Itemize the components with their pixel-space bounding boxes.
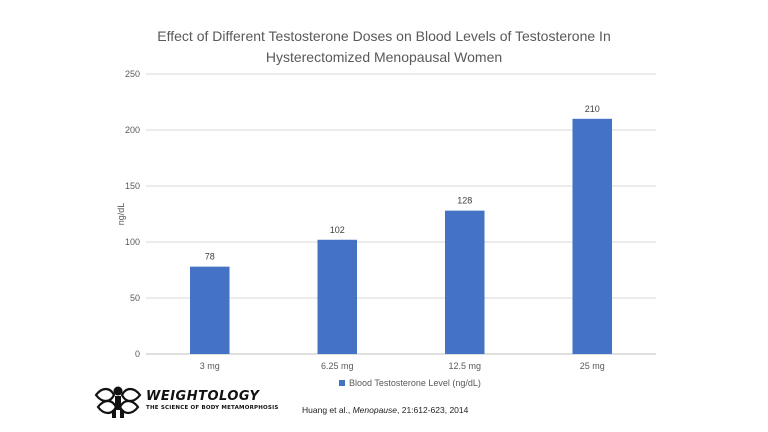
y-tick-label: 250: [125, 69, 140, 79]
legend-swatch: [339, 380, 345, 386]
bar: [189, 266, 230, 354]
dna-figure-icon: [94, 386, 142, 418]
chart-title-line-2: Hysterectomized Menopausal Women: [265, 49, 503, 65]
y-axis-label: ng/dL: [116, 203, 126, 226]
data-label: 102: [330, 225, 345, 235]
legend-label: Blood Testosterone Level (ng/dL): [349, 378, 481, 388]
y-tick-label: 200: [125, 125, 140, 135]
y-tick-label: 150: [125, 181, 140, 191]
y-tick-label: 0: [135, 349, 140, 359]
bar: [317, 239, 358, 354]
chart-title-line-1: Effect of Different Testosterone Doses o…: [157, 28, 611, 44]
bar: [572, 118, 613, 354]
x-tick-label: 25 mg: [580, 361, 605, 371]
data-label: 210: [585, 104, 600, 114]
data-label: 128: [457, 196, 472, 206]
weightology-logo: WEIGHTOLOGY THE SCIENCE OF BODY METAMORP…: [92, 385, 292, 419]
citation-authors: Huang et al.,: [302, 405, 351, 415]
y-tick-label: 50: [130, 293, 140, 303]
citation-ref: , 21:612-623, 2014: [397, 405, 469, 415]
x-tick-label: 3 mg: [200, 361, 220, 371]
logo-tagline: THE SCIENCE OF BODY METAMORPHOSIS: [146, 405, 279, 411]
y-tick-label: 100: [125, 237, 140, 247]
citation: Huang et al., Menopause, 21:612-623, 201…: [302, 405, 468, 415]
x-tick-label: 12.5 mg: [448, 361, 481, 371]
x-tick-label: 6.25 mg: [321, 361, 354, 371]
citation-journal: Menopause: [352, 405, 397, 415]
data-label: 78: [205, 252, 215, 262]
logo-wordmark: WEIGHTOLOGY: [146, 389, 260, 404]
bar: [444, 210, 485, 354]
